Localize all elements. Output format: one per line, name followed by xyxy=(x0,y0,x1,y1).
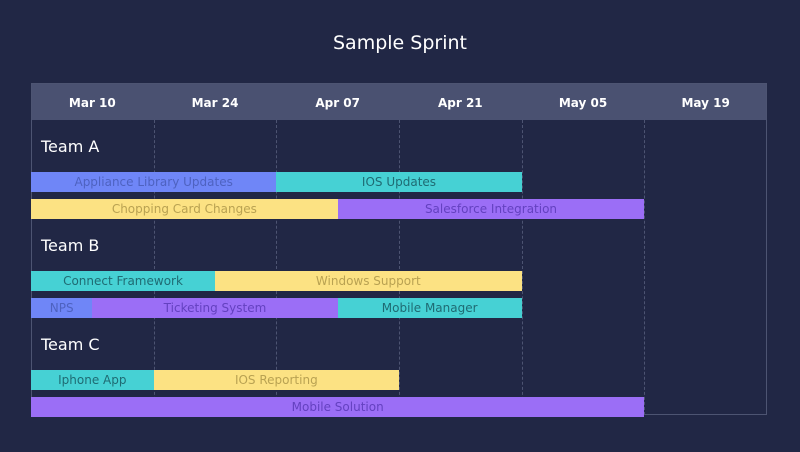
gantt-bar[interactable]: Appliance Library Updates xyxy=(31,172,277,192)
gantt-bar[interactable]: Mobile Manager xyxy=(337,298,522,318)
gantt-bar[interactable]: Connect Framework xyxy=(31,271,215,291)
group-label: Team C xyxy=(41,335,100,354)
grid-line xyxy=(521,120,523,415)
gantt-bar[interactable]: Iphone App xyxy=(31,370,154,390)
x-tick-label: May 05 xyxy=(558,96,608,110)
gantt-bar[interactable]: IOS Reporting xyxy=(153,370,399,390)
x-tick-label: Mar 24 xyxy=(191,96,239,110)
group-label: Team B xyxy=(41,236,100,255)
x-tick-label: Mar 10 xyxy=(68,96,116,110)
grid-line xyxy=(644,120,646,415)
group-label: Team A xyxy=(41,137,100,156)
x-tick-label: Apr 07 xyxy=(315,96,360,110)
gantt-bar[interactable]: Salesforce Integration xyxy=(337,199,645,219)
grid-line xyxy=(276,120,278,415)
gantt-bar[interactable]: Windows Support xyxy=(215,271,522,291)
gantt-bar[interactable]: Chopping Card Changes xyxy=(31,199,338,219)
chart-title: Sample Sprint xyxy=(333,32,467,54)
grid-line xyxy=(153,120,155,415)
timeline-header xyxy=(31,83,767,120)
gantt-bar[interactable]: NPS xyxy=(31,298,93,318)
grid-line xyxy=(399,120,400,415)
x-tick-label: Apr 21 xyxy=(437,96,483,110)
gantt-bar[interactable]: Mobile Solution xyxy=(31,397,645,417)
gantt-bar[interactable]: IOS Updates xyxy=(276,172,522,192)
gantt-bar[interactable]: Ticketing System xyxy=(92,298,338,318)
x-tick-label: May 19 xyxy=(681,96,730,110)
